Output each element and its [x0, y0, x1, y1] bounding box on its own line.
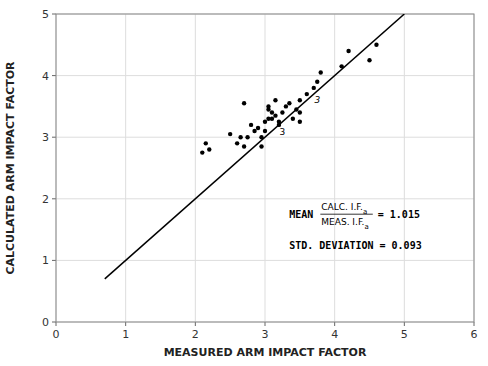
scatter-point: [298, 120, 302, 124]
tick-label-x: 1: [122, 328, 129, 341]
scatter-point: [319, 70, 323, 74]
tick-label-y: 2: [42, 193, 49, 206]
scatter-point: [315, 80, 319, 84]
annotation-std: STD. DEVIATION = 0.093: [289, 240, 421, 251]
tick-label-y: 0: [42, 316, 49, 329]
scatter-point: [291, 117, 295, 121]
tick-y: [52, 260, 56, 261]
plot-frame: [56, 14, 474, 322]
tick-x: [125, 322, 126, 326]
grid-line-x: [265, 14, 266, 322]
tick-label-x: 6: [471, 328, 478, 341]
scatter-point: [207, 147, 211, 151]
scatter-point: [259, 144, 263, 148]
grid-line-x: [195, 14, 196, 322]
tick-x: [265, 322, 266, 326]
scatter-point: [273, 113, 277, 117]
fraction-main: MEAS. I.F.: [321, 217, 364, 227]
grid-line-y: [56, 75, 474, 76]
scatter-point: [277, 120, 281, 124]
grid-line-y: [56, 260, 474, 261]
cluster-label: 3: [314, 95, 320, 105]
tick-x: [404, 322, 405, 326]
scatter-point: [270, 110, 274, 114]
scatter-point: [339, 64, 343, 68]
annotations: 33MEANCALC. I.F.aMEAS. I.F.a= 1.015STD. …: [280, 95, 422, 250]
tick-label-y: 5: [42, 8, 49, 21]
fraction-main: CALC. I.F.: [321, 202, 363, 212]
scatter-point: [270, 117, 274, 121]
scatter-point: [242, 101, 246, 105]
tick-label-y: 3: [42, 131, 49, 144]
annotation-fraction: MEAS. I.F.a: [321, 217, 368, 231]
scatter-point: [235, 141, 239, 145]
tick-label-x: 0: [53, 328, 60, 341]
tick-y: [52, 75, 56, 76]
scatter-point: [280, 110, 284, 114]
scatter-point: [249, 123, 253, 127]
fraction-bar: [320, 214, 372, 215]
grid: [56, 14, 474, 322]
scatter-point: [346, 49, 350, 53]
tick-y: [52, 137, 56, 138]
grid-line-x: [125, 14, 126, 322]
scatter-point: [259, 135, 263, 139]
axes: 0 1 2 3 4 5 6 0 1 2 3 4 5: [42, 8, 478, 341]
fraction-sub: a: [363, 208, 367, 216]
scatter-point: [298, 110, 302, 114]
grid-line-x: [404, 14, 405, 322]
tick-x: [56, 322, 57, 326]
scatter-point: [245, 135, 249, 139]
tick-x: [334, 322, 335, 326]
scatter-point: [367, 58, 371, 62]
tick-label-y: 1: [42, 254, 49, 267]
scatter-point: [305, 92, 309, 96]
scatter-point: [256, 126, 260, 130]
y-axis-label: CALCULATED ARM IMPACT FACTOR: [4, 61, 17, 275]
scatter-point: [238, 135, 242, 139]
tick-label-x: 4: [331, 328, 338, 341]
scatter-point: [242, 144, 246, 148]
x-axis-label: MEASURED ARM IMPACT FACTOR: [164, 346, 367, 359]
tick-label-y: 4: [42, 70, 49, 83]
scatter-point: [204, 141, 208, 145]
tick-label-x: 2: [192, 328, 199, 341]
scatter-point: [294, 107, 298, 111]
tick-x: [195, 322, 196, 326]
scatter-point: [228, 132, 232, 136]
tick-y: [52, 322, 56, 323]
scatter-point: [312, 86, 316, 90]
scatter-point: [200, 150, 204, 154]
grid-line-y: [56, 198, 474, 199]
tick-x: [474, 322, 475, 326]
scatter-point: [374, 43, 378, 47]
grid-line-x: [334, 14, 335, 322]
scatter-point: [287, 101, 291, 105]
scatter-point: [252, 129, 256, 133]
chart: 0 1 2 3 4 5 6 0 1 2 3 4 5 MEASURED ARM IMPACT FACTOR C…: [0, 0, 488, 366]
scatter-point: [284, 104, 288, 108]
annotation-mean: MEAN: [289, 209, 313, 220]
fraction-sub: a: [364, 223, 368, 231]
scatter-point: [298, 98, 302, 102]
scatter-point: [263, 129, 267, 133]
scatter-point: [266, 104, 270, 108]
tick-y: [52, 198, 56, 199]
cluster-label: 3: [280, 127, 286, 137]
tick-label-x: 3: [262, 328, 269, 341]
annotation-mean-value: = 1.015: [378, 209, 420, 220]
scatter-point: [263, 120, 267, 124]
tick-label-x: 5: [401, 328, 408, 341]
tick-y: [52, 14, 56, 15]
scatter-point: [273, 98, 277, 102]
